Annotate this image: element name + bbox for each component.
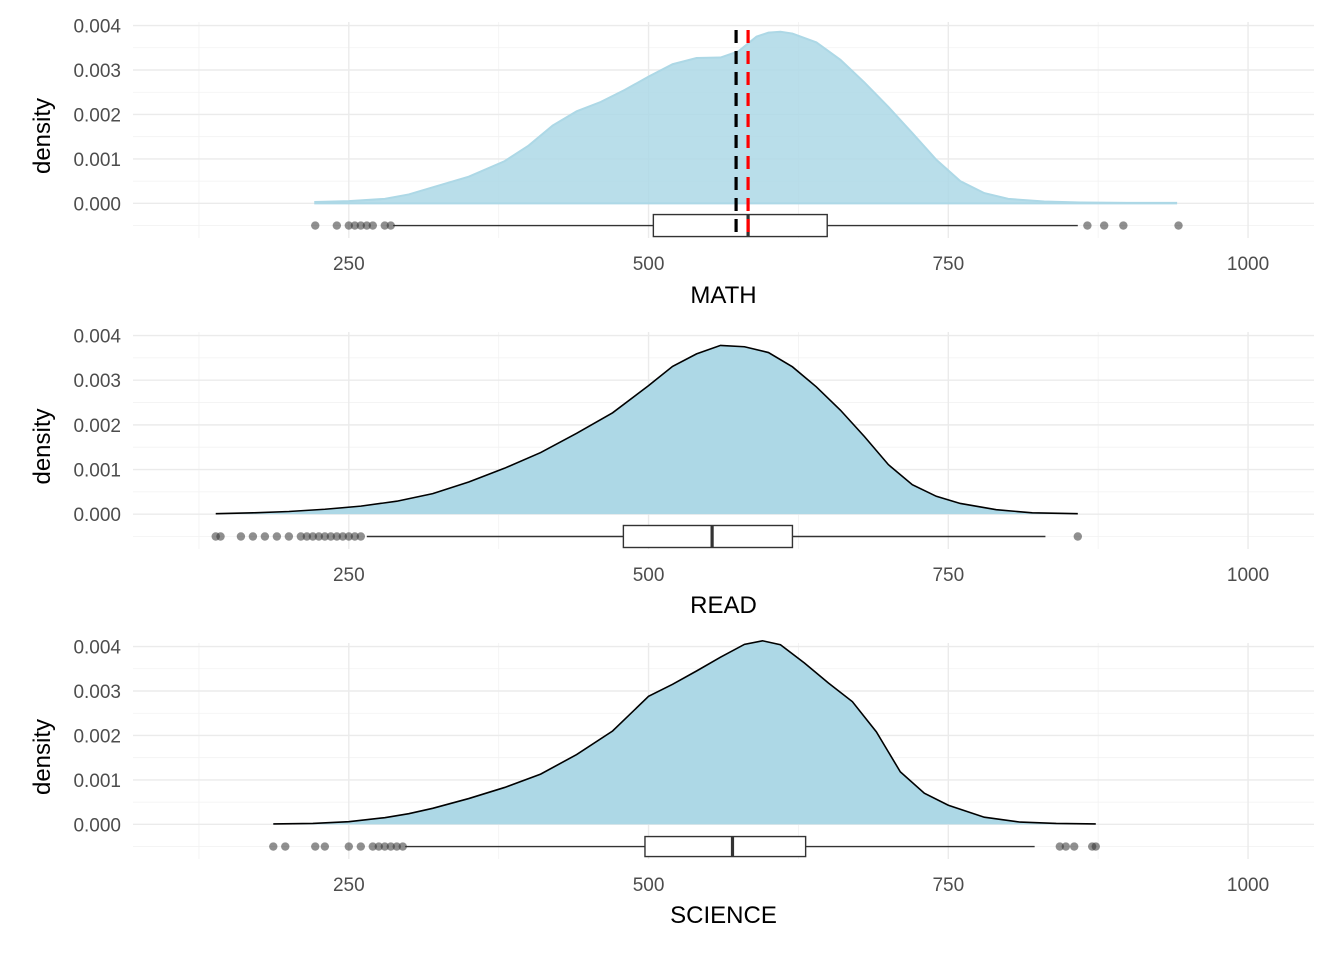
read-x-tick-label: 1000: [1227, 565, 1269, 586]
read-density-curve: [215, 344, 1078, 515]
read-box: [622, 524, 794, 549]
science-outlier-point: [1061, 842, 1071, 851]
read-density-area: [215, 345, 1078, 515]
read-outlier-point: [356, 532, 366, 541]
read-outlier-point: [272, 532, 282, 541]
math-x-axis-title: MATH: [690, 282, 756, 309]
math-y-tick-label: 0.001: [73, 150, 121, 171]
science-y-tick-label: 0.003: [73, 682, 121, 703]
math-outlier-point: [311, 221, 320, 230]
math-y-tick-label: 0.000: [73, 194, 121, 215]
read-outlier-point: [344, 532, 354, 541]
math-density-area: [314, 30, 1178, 205]
math-box: [652, 213, 828, 238]
science-x-axis-title: SCIENCE: [670, 902, 777, 929]
science-outlier-point: [344, 842, 354, 851]
read-outlier-point: [216, 532, 225, 541]
science-y-tick-label: 0.000: [73, 815, 121, 836]
science-boxplot: [269, 835, 1100, 858]
science-y-tick-label: 0.004: [73, 638, 121, 659]
read-outlier-point: [260, 532, 270, 541]
read-boxplot: [211, 524, 1083, 549]
read-outlier-point: [236, 532, 246, 541]
read-x-tick-label: 750: [932, 565, 964, 586]
math-y-tick-label: 0.002: [73, 105, 121, 126]
science-outlier-point: [1070, 842, 1079, 851]
read-y-axis-title: density: [29, 408, 56, 484]
math-outlier-point: [332, 221, 342, 230]
math-y-tick-label: 0.004: [73, 17, 121, 38]
math-x-tick-label: 750: [932, 254, 964, 275]
science-outlier-point: [392, 842, 401, 851]
science-box: [644, 835, 807, 858]
read-x-axis-title: READ: [690, 592, 757, 619]
panel-science: 0.000 0.001 0.002 0.003 0.004 250 500 750 1000 SC…: [29, 638, 1314, 929]
science-outlier-point: [386, 842, 395, 851]
read-outlier-point: [314, 532, 324, 541]
science-outlier-point: [356, 842, 366, 851]
science-outlier-point: [311, 842, 320, 851]
math-outlier-point: [1099, 221, 1109, 230]
panel-read: 0.000 0.001 0.002 0.003 0.004 250 500 750 1000 RE…: [29, 327, 1314, 619]
math-boxplot: [311, 213, 1183, 238]
science-outlier-point: [374, 842, 383, 851]
read-outlier-point: [326, 532, 336, 541]
read-outlier-point: [320, 532, 330, 541]
math-outlier-point: [1119, 221, 1128, 230]
read-y-tick-label: 0.002: [73, 416, 121, 437]
science-outlier-point: [380, 842, 389, 851]
math-outlier-point: [362, 221, 372, 230]
science-density-curve: [273, 639, 1096, 825]
read-y-tick-label: 0.004: [73, 327, 121, 348]
science-y-tick-label: 0.001: [73, 771, 121, 792]
science-outlier-point: [398, 842, 407, 851]
science-x-tick-label: 500: [633, 875, 665, 896]
math-x-tick-label: 1000: [1227, 254, 1269, 275]
math-outlier-point: [1083, 221, 1092, 230]
math-x-tick-label: 500: [633, 254, 665, 275]
math-outlier-point: [356, 221, 366, 230]
read-y-tick-label: 0.001: [73, 461, 121, 482]
math-outlier-point: [368, 221, 377, 230]
math-x-tick-label: 250: [333, 254, 365, 275]
read-outlier-point: [308, 532, 318, 541]
science-x-tick-label: 250: [333, 875, 365, 896]
read-outlier-point: [332, 532, 342, 541]
science-outlier-point: [1091, 842, 1100, 851]
read-x-tick-label: 250: [333, 565, 365, 586]
math-outlier-point: [344, 221, 354, 230]
read-outlier-point: [284, 532, 294, 541]
read-y-tick-label: 0.000: [73, 505, 121, 526]
read-outlier-point: [1073, 532, 1083, 541]
math-outlier-point: [386, 221, 395, 230]
read-outlier-point: [296, 532, 306, 541]
science-outlier-point: [320, 842, 330, 851]
read-outlier-point: [350, 532, 360, 541]
read-y-tick-label: 0.003: [73, 371, 121, 392]
read-x-tick-label: 500: [633, 565, 665, 586]
read-outlier-point: [248, 532, 258, 541]
science-outlier-point: [269, 842, 278, 851]
science-x-tick-label: 1000: [1227, 875, 1269, 896]
panel-math: 0.000 0.001 0.002 0.003 0.004 250 500 750 1000 MA…: [29, 17, 1314, 309]
science-x-tick-label: 750: [932, 875, 964, 896]
math-y-axis-title: density: [29, 98, 56, 174]
math-outlier-point: [380, 221, 389, 230]
math-outlier-point: [350, 221, 360, 230]
read-outlier-point: [338, 532, 348, 541]
science-y-tick-label: 0.002: [73, 726, 121, 747]
science-outlier-point: [281, 842, 290, 851]
science-outlier-point: [1055, 842, 1065, 851]
math-y-tick-label: 0.003: [73, 61, 121, 82]
science-outlier-point: [368, 842, 377, 851]
math-outlier-point: [1174, 221, 1183, 230]
science-y-axis-title: density: [29, 719, 56, 795]
science-density-area: [273, 640, 1096, 825]
read-outlier-point: [302, 532, 312, 541]
